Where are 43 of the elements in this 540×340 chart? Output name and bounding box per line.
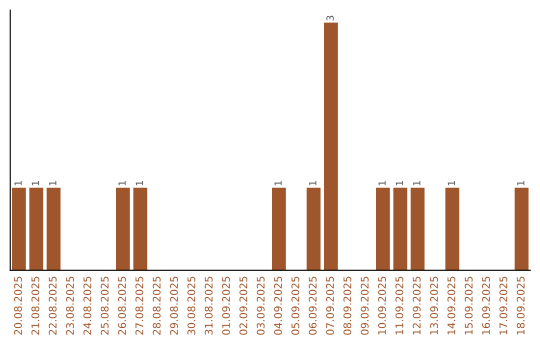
x-tick-label: 09.09.2025 [360, 276, 369, 335]
data-label: 1 [448, 181, 455, 186]
data-label: 1 [396, 181, 403, 186]
data-label: 1 [413, 181, 420, 186]
x-tick-label: 25.08.2025 [100, 276, 109, 335]
data-label: 1 [118, 181, 126, 186]
x-tick-label: 16.09.2025 [482, 276, 490, 334]
x-tick-label: 03.09.2025 [256, 276, 265, 335]
x-tick-label: 26.08.2025 [118, 276, 126, 335]
data-label: 1 [32, 181, 39, 186]
x-tick-label: 24.08.2025 [83, 276, 92, 335]
x-tick-label: 13.09.2025 [430, 276, 438, 334]
x-tick-label: 29.08.2025 [170, 276, 178, 335]
x-tick-label: 07.09.2025 [326, 276, 334, 335]
x-tick-label: 31.08.2025 [204, 276, 213, 335]
x-tick-label: 30.08.2025 [187, 276, 196, 335]
x-tick-label: 21.08.2025 [31, 276, 40, 335]
data-label: 1 [136, 181, 143, 186]
x-tick-label: 23.08.2025 [66, 276, 74, 335]
x-tick-label: 17.09.2025 [499, 276, 508, 334]
x-tick-label: 14.09.2025 [447, 276, 456, 334]
x-tick-label: 11.09.2025 [395, 276, 404, 334]
data-label: 1 [274, 181, 282, 186]
data-label: 1 [14, 181, 22, 186]
x-tick-label: 06.09.2025 [308, 276, 317, 335]
x-tick-label: 02.09.2025 [239, 276, 248, 335]
x-tick-label: 28.08.2025 [152, 276, 161, 335]
data-label: 1 [49, 181, 56, 186]
data-label: 3 [326, 16, 334, 20]
data-label: 1 [309, 181, 316, 186]
data-label: 1 [517, 181, 524, 186]
x-tick-label: 04.09.2025 [274, 276, 282, 335]
x-tick-label: 12.09.2025 [412, 276, 421, 334]
x-tick-label: 05.09.2025 [291, 276, 300, 335]
data-label: 1 [378, 181, 386, 186]
x-tick-label: 10.09.2025 [378, 276, 386, 334]
x-tick-label: 01.09.2025 [222, 276, 230, 335]
x-tick-label: 22.08.2025 [48, 276, 57, 335]
x-tick-label: 18.09.2025 [516, 276, 525, 334]
x-tick-label: 15.09.2025 [464, 276, 473, 334]
x-tick-label: 08.09.2025 [343, 276, 352, 335]
x-tick-label: 20.08.2025 [14, 276, 22, 335]
x-tick-label: 27.08.2025 [135, 276, 144, 335]
